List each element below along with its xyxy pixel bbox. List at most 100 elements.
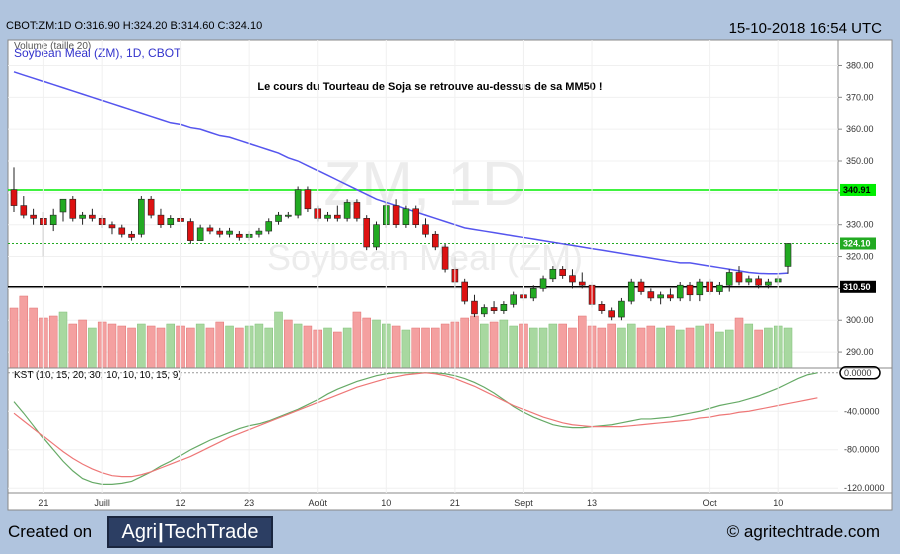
- candle-body: [598, 304, 606, 311]
- candle-body: [138, 198, 145, 235]
- volume-bar: [146, 325, 156, 369]
- candle-body: [324, 214, 331, 219]
- x-tick-label: 21: [38, 498, 48, 508]
- copyright-link[interactable]: © agritechtrade.com: [726, 522, 880, 541]
- candle-body: [392, 205, 400, 225]
- volume-bar: [68, 323, 78, 369]
- volume-bar: [39, 317, 48, 369]
- volume-bar: [480, 323, 489, 369]
- volume-bar: [626, 323, 636, 369]
- candle-body: [696, 281, 704, 296]
- candle-body: [206, 227, 214, 232]
- volume-bar: [548, 323, 558, 369]
- volume-bar: [431, 327, 440, 369]
- candle-body: [441, 246, 449, 270]
- candle-body: [471, 300, 478, 315]
- x-tick-label: 13: [587, 498, 597, 508]
- volume-bar: [578, 315, 587, 369]
- volume-bar: [205, 327, 215, 369]
- timestamp: 15-10-2018 16:54 UTC: [728, 20, 882, 37]
- x-tick-label: 10: [381, 498, 391, 508]
- volume-bar: [254, 323, 264, 369]
- kst-y-tick-label: -40.0000: [844, 406, 880, 416]
- volume-bar: [29, 307, 38, 369]
- volume-bar: [764, 327, 773, 369]
- volume-bar: [225, 325, 234, 369]
- volume-bar: [705, 323, 714, 369]
- kst-y-tick-label: 0.0000: [844, 368, 872, 378]
- volume-bar: [617, 327, 626, 369]
- volume-bar: [293, 323, 303, 369]
- candle-body: [275, 214, 282, 222]
- candle-body: [676, 284, 684, 299]
- support-label-bg: [840, 280, 876, 293]
- y-tick-label: 290.00: [846, 347, 874, 357]
- candle-body: [706, 281, 713, 292]
- volume-bar: [342, 327, 352, 369]
- candle-body: [725, 272, 733, 286]
- volume-bar: [538, 327, 548, 369]
- support-label: 310.50: [843, 282, 871, 292]
- kst-signal-line: [13, 372, 818, 478]
- volume-bar: [470, 315, 479, 369]
- candle-body: [20, 205, 28, 216]
- candle-body: [255, 230, 263, 235]
- volume-bar: [382, 323, 391, 369]
- logo-right: TechTrade: [164, 520, 259, 543]
- candle-body: [480, 307, 488, 315]
- volume-bar: [274, 311, 283, 369]
- volume-bar: [352, 311, 362, 369]
- volume-bar: [313, 329, 322, 369]
- candle-body: [578, 281, 586, 286]
- agritechtrade-logo[interactable]: Agri | TechTrade: [107, 516, 273, 548]
- candle-body: [765, 281, 772, 286]
- volume-bar: [460, 317, 469, 369]
- volume-bar: [421, 327, 430, 369]
- volume-bar: [235, 327, 244, 369]
- volume-bar: [656, 327, 665, 369]
- candle-body: [98, 218, 106, 225]
- candle-body: [510, 294, 517, 305]
- volume-bar: [333, 331, 342, 369]
- volume-bar: [529, 327, 538, 369]
- kst-zero-marker: [839, 366, 881, 380]
- candle-body: [245, 233, 253, 238]
- candle-body: [569, 275, 576, 283]
- candle-body: [549, 268, 557, 280]
- ohlc-readout: CBOT:ZM:1D O:316.90 H:324.20 B:314.60 C:…: [6, 20, 263, 32]
- y-tick-label: 330.00: [846, 220, 874, 230]
- volume-bar: [156, 327, 166, 369]
- volume-bar: [19, 295, 29, 369]
- volume-bar: [372, 319, 381, 369]
- y-tick-label: 380.00: [846, 60, 874, 70]
- candle-body: [343, 202, 351, 219]
- candle-body: [402, 208, 410, 225]
- candle-body: [118, 227, 126, 235]
- candle-body: [294, 189, 302, 216]
- volume-bar: [646, 325, 656, 369]
- volume-bar: [215, 321, 224, 369]
- candle-body: [627, 281, 635, 302]
- candle-body: [79, 214, 86, 219]
- candle-body: [196, 227, 204, 241]
- volume-bar: [88, 327, 97, 369]
- volume-bar: [411, 327, 420, 369]
- candle-body: [167, 218, 175, 225]
- candle-body: [412, 208, 419, 225]
- volume-bar: [58, 311, 68, 369]
- watermark-symbol: ZM, 1D: [323, 150, 526, 219]
- volume-bar: [97, 321, 107, 369]
- candle-body: [618, 300, 625, 318]
- candle-body: [745, 278, 753, 283]
- y-tick-label: 310.00: [846, 283, 874, 293]
- candle-body: [539, 278, 547, 289]
- volume-bar: [509, 325, 518, 369]
- candle-body: [10, 189, 18, 206]
- volume-legend: Volume (taille 20): [14, 41, 91, 52]
- volume-bar: [9, 307, 19, 369]
- x-axis-bg: [7, 492, 893, 511]
- volume-bar: [724, 329, 734, 369]
- volume-bar: [519, 323, 528, 369]
- candle-body: [637, 281, 645, 292]
- volume-bar: [685, 327, 695, 369]
